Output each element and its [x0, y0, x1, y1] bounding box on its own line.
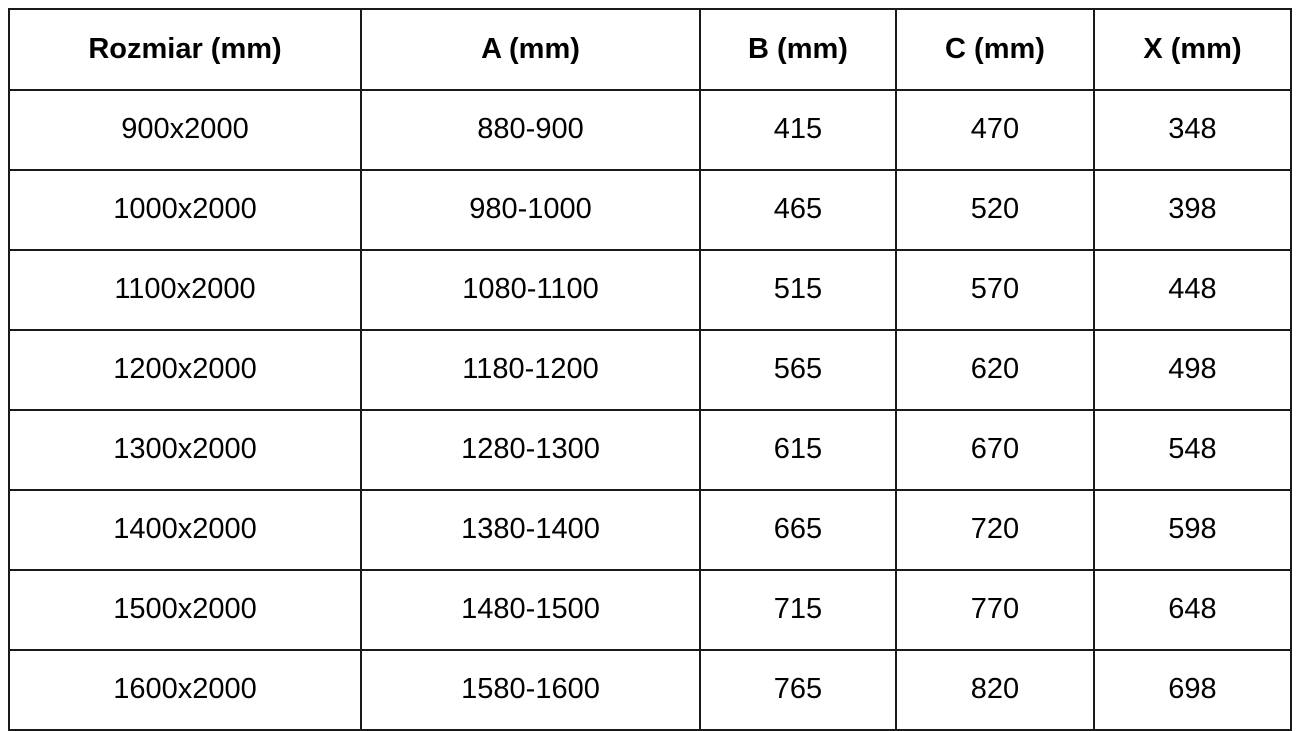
cell-x: 598	[1093, 489, 1292, 571]
cell-size: 1300x2000	[8, 409, 362, 491]
column-header-a: A (mm)	[360, 8, 701, 91]
cell-b: 465	[699, 169, 897, 251]
column-header-c: C (mm)	[895, 8, 1095, 91]
cell-x: 698	[1093, 649, 1292, 731]
cell-x: 448	[1093, 249, 1292, 331]
column-header-x: X (mm)	[1093, 8, 1292, 91]
table-row: 1400x2000 1380-1400 665 720 598	[8, 489, 1292, 571]
cell-size: 1600x2000	[8, 649, 362, 731]
cell-c: 520	[895, 169, 1095, 251]
cell-a: 1480-1500	[360, 569, 701, 651]
cell-a: 1180-1200	[360, 329, 701, 411]
cell-b: 615	[699, 409, 897, 491]
table-row: 1300x2000 1280-1300 615 670 548	[8, 409, 1292, 491]
table-body: 900x2000 880-900 415 470 348 1000x2000 9…	[8, 89, 1292, 731]
cell-x: 498	[1093, 329, 1292, 411]
table-row: 1100x2000 1080-1100 515 570 448	[8, 249, 1292, 331]
cell-a: 1380-1400	[360, 489, 701, 571]
cell-a: 880-900	[360, 89, 701, 171]
spec-table-container: Rozmiar (mm) A (mm) B (mm) C (mm) X (mm)…	[8, 8, 1292, 731]
cell-x: 348	[1093, 89, 1292, 171]
cell-a: 1580-1600	[360, 649, 701, 731]
cell-b: 665	[699, 489, 897, 571]
table-row: 1600x2000 1580-1600 765 820 698	[8, 649, 1292, 731]
cell-c: 670	[895, 409, 1095, 491]
cell-size: 1200x2000	[8, 329, 362, 411]
cell-x: 648	[1093, 569, 1292, 651]
cell-size: 1500x2000	[8, 569, 362, 651]
cell-x: 398	[1093, 169, 1292, 251]
cell-b: 415	[699, 89, 897, 171]
cell-size: 1100x2000	[8, 249, 362, 331]
table-row: 900x2000 880-900 415 470 348	[8, 89, 1292, 171]
dimensions-table: Rozmiar (mm) A (mm) B (mm) C (mm) X (mm)…	[8, 8, 1292, 731]
table-header-row: Rozmiar (mm) A (mm) B (mm) C (mm) X (mm)	[8, 8, 1292, 91]
table-row: 1500x2000 1480-1500 715 770 648	[8, 569, 1292, 651]
table-row: 1200x2000 1180-1200 565 620 498	[8, 329, 1292, 411]
cell-a: 980-1000	[360, 169, 701, 251]
cell-a: 1280-1300	[360, 409, 701, 491]
column-header-b: B (mm)	[699, 8, 897, 91]
cell-b: 565	[699, 329, 897, 411]
cell-x: 548	[1093, 409, 1292, 491]
cell-c: 770	[895, 569, 1095, 651]
column-header-size: Rozmiar (mm)	[8, 8, 362, 91]
table-header: Rozmiar (mm) A (mm) B (mm) C (mm) X (mm)	[8, 8, 1292, 91]
cell-size: 900x2000	[8, 89, 362, 171]
cell-c: 570	[895, 249, 1095, 331]
cell-c: 820	[895, 649, 1095, 731]
cell-size: 1400x2000	[8, 489, 362, 571]
cell-b: 515	[699, 249, 897, 331]
table-row: 1000x2000 980-1000 465 520 398	[8, 169, 1292, 251]
cell-b: 765	[699, 649, 897, 731]
cell-b: 715	[699, 569, 897, 651]
cell-a: 1080-1100	[360, 249, 701, 331]
cell-c: 720	[895, 489, 1095, 571]
cell-c: 470	[895, 89, 1095, 171]
cell-c: 620	[895, 329, 1095, 411]
cell-size: 1000x2000	[8, 169, 362, 251]
